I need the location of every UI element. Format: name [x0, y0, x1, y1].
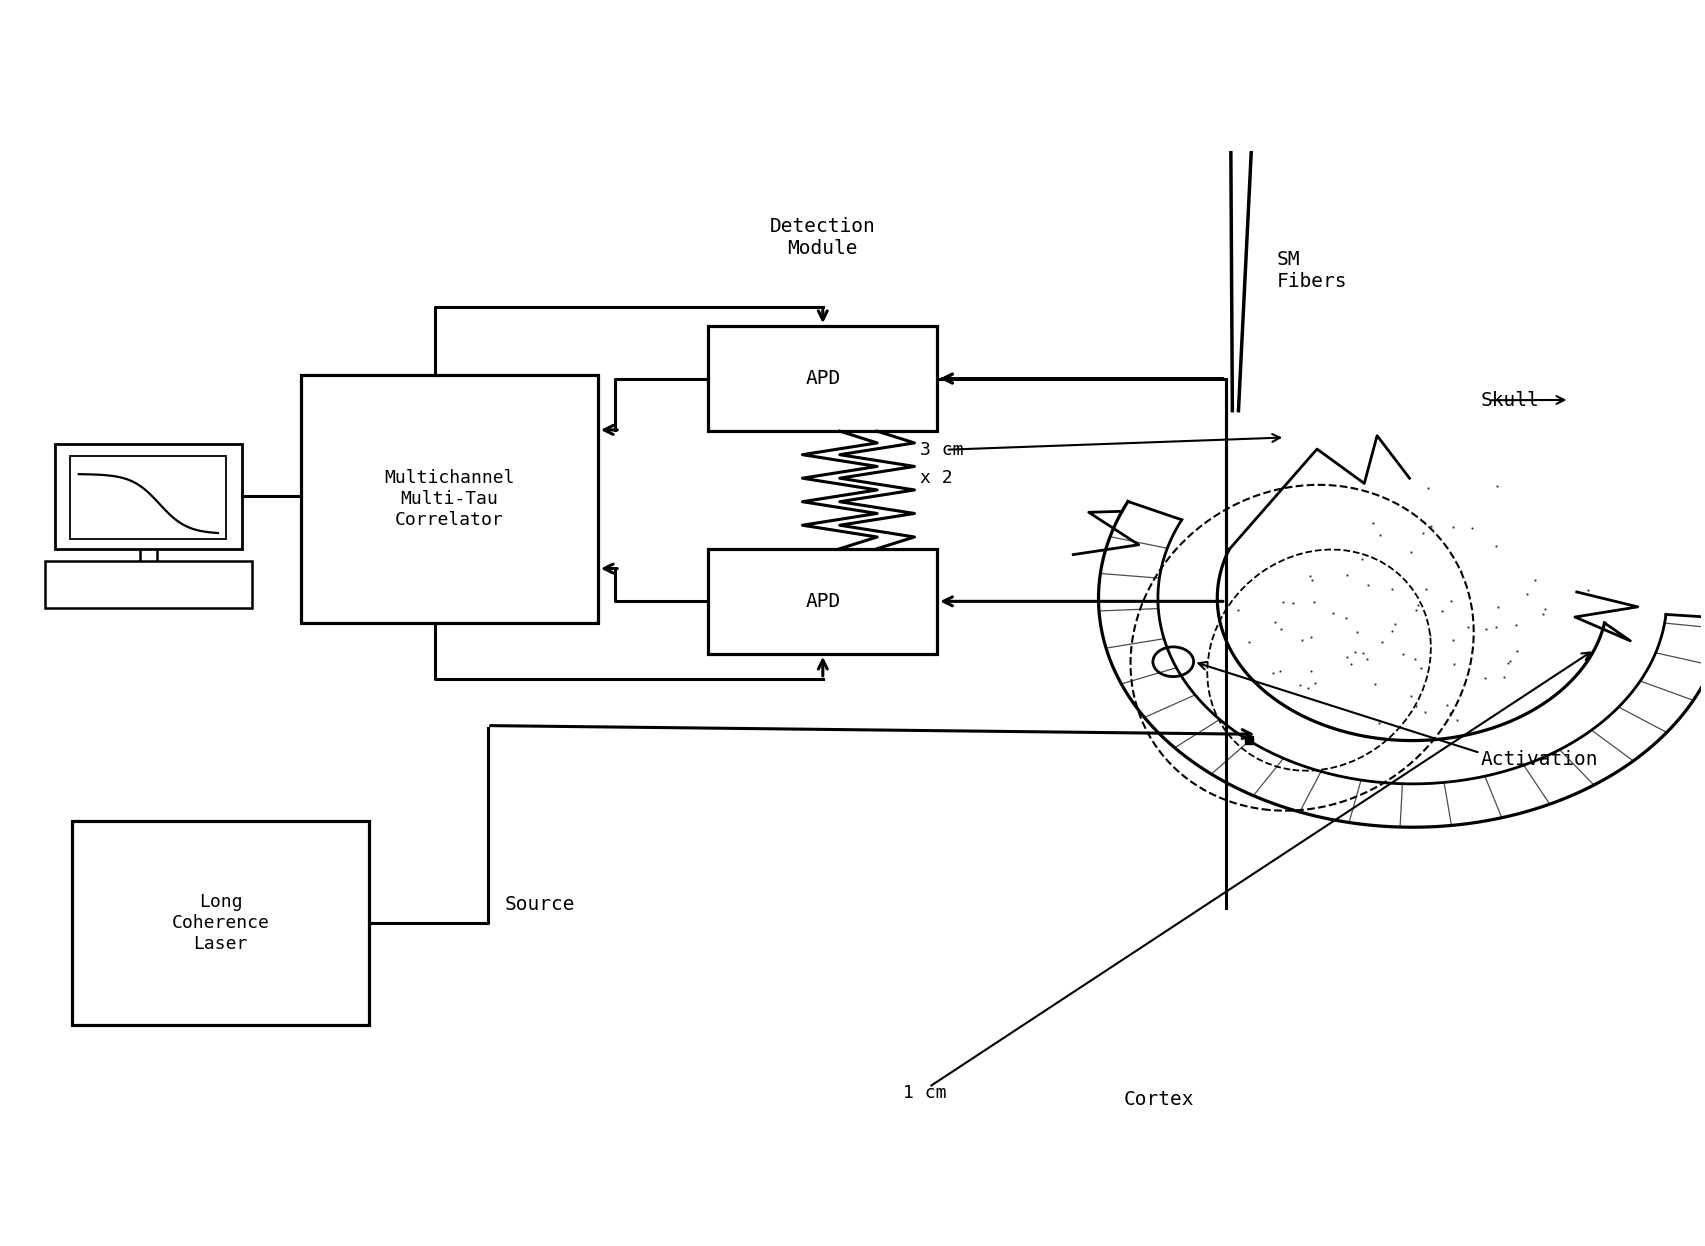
Text: Long
Coherence
Laser: Long Coherence Laser — [172, 893, 269, 953]
Bar — [70, 456, 227, 538]
Bar — [708, 548, 938, 654]
Bar — [44, 561, 252, 608]
Text: 1 cm: 1 cm — [904, 1084, 946, 1103]
Text: Multichannel
Multi-Tau
Correlator: Multichannel Multi-Tau Correlator — [384, 470, 515, 530]
Text: Cortex: Cortex — [1124, 1090, 1195, 1109]
Bar — [72, 821, 368, 1025]
Text: Detection
Module: Detection Module — [771, 217, 876, 258]
Text: Activation: Activation — [1480, 750, 1598, 769]
Bar — [708, 326, 938, 431]
Text: x 2: x 2 — [919, 468, 951, 487]
Bar — [302, 375, 598, 623]
Text: APD: APD — [805, 592, 841, 611]
Text: APD: APD — [805, 369, 841, 388]
Text: Source: Source — [505, 895, 575, 915]
Text: SM
Fibers: SM Fibers — [1277, 249, 1347, 290]
Bar — [55, 444, 242, 548]
Text: Skull: Skull — [1480, 391, 1540, 410]
Text: 3 cm: 3 cm — [921, 441, 963, 459]
